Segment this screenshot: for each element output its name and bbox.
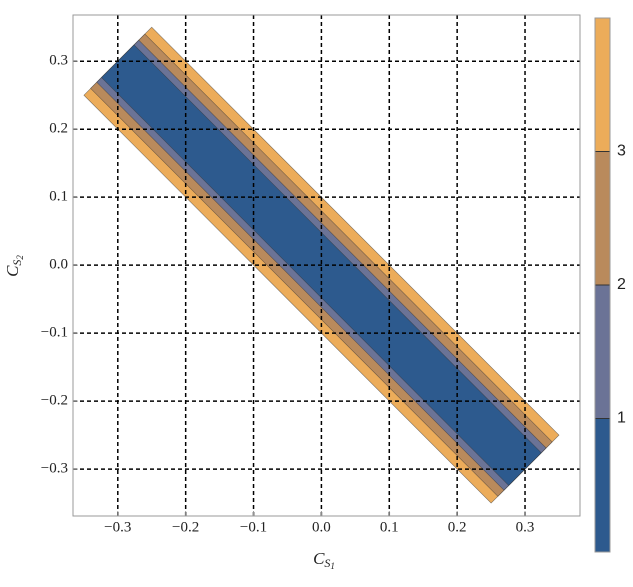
x-tick-label: 0.2 bbox=[448, 519, 467, 535]
y-tick-label: −0.2 bbox=[41, 393, 68, 409]
y-tick-label: 0.0 bbox=[49, 257, 68, 273]
x-tick-label: 0.1 bbox=[380, 519, 399, 535]
colorbar-band bbox=[595, 285, 610, 419]
colorbar-band bbox=[595, 18, 610, 152]
axis-label-part: C bbox=[3, 265, 22, 277]
x-tick-label: −0.3 bbox=[104, 519, 131, 535]
x-tick-label: 0.3 bbox=[516, 519, 535, 535]
axis-label-part: 2 bbox=[15, 255, 25, 260]
axis-label-part: S bbox=[324, 556, 330, 570]
y-tick-label: −0.3 bbox=[41, 461, 68, 477]
x-tick-label: 0.0 bbox=[312, 519, 331, 535]
y-tick-label: 0.3 bbox=[49, 53, 68, 69]
colorbar-tick-label: 3 bbox=[617, 143, 626, 160]
axis-label: CS1 bbox=[313, 549, 335, 571]
colorbar-tick-label: 2 bbox=[617, 276, 626, 293]
axis-label-part: C bbox=[313, 549, 325, 568]
y-tick-label: −0.1 bbox=[41, 325, 68, 341]
x-tick-label: −0.1 bbox=[240, 519, 267, 535]
plot-area bbox=[73, 15, 580, 516]
axis-label-part: 1 bbox=[330, 561, 335, 571]
x-tick-label: −0.2 bbox=[172, 519, 199, 535]
colorbar-band bbox=[595, 151, 610, 285]
colorbar-frame bbox=[594, 17, 611, 553]
colorbar-band bbox=[595, 418, 610, 552]
y-tick-label: 0.1 bbox=[49, 189, 68, 205]
y-tick-label: 0.2 bbox=[49, 121, 68, 137]
colorbar-tick-label: 1 bbox=[617, 410, 626, 427]
axis-label-part: S bbox=[10, 260, 24, 266]
axis-label: CS2 bbox=[3, 255, 25, 277]
